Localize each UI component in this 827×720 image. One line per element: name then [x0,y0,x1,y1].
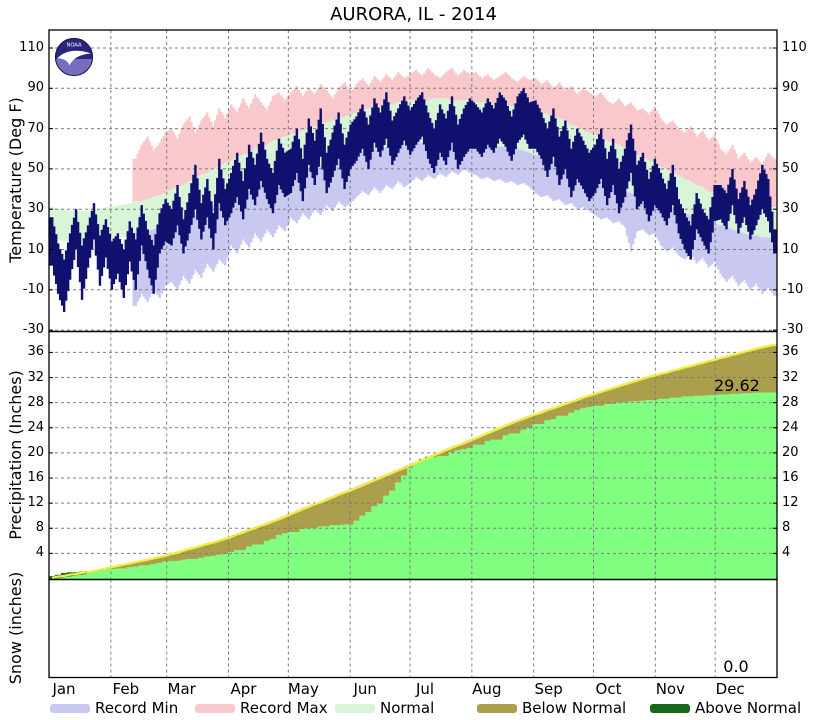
legend-item-record_min: Record Min [50,701,178,716]
temp-tick-label: 30 [27,201,44,217]
temp-tick-label: 70 [782,120,799,136]
month-label-may: May [287,680,319,698]
precip-tick-label: 4 [782,545,791,561]
precip-areas [49,344,778,580]
precip-tick-label: 20 [27,444,44,460]
precip-normal-line [51,343,777,579]
noaa-logo-text: NOAA [66,43,82,49]
temp-tick-label: 90 [782,80,799,96]
temp-tick-label: 10 [782,241,799,257]
temp-tick-label: 30 [782,201,799,217]
noaa-logo-icon: NOAA [54,37,94,77]
temp-tick-label: -30 [782,322,804,338]
month-label-feb: Feb [112,680,140,698]
record_max-swatch-icon [195,704,235,713]
temp-tick-label: -10 [782,281,804,297]
legend-item-above_normal: Above Normal [650,701,801,716]
precip-tick-label: 20 [782,444,799,460]
legend-item-normal: Normal [335,701,434,716]
snow-axis-title: Snow (inches) [6,571,25,685]
temp-tick-label: 110 [782,40,807,55]
below_normal-swatch-icon [477,704,517,713]
precip-tick-label: 28 [27,394,44,410]
legend-label: Record Max [240,699,328,717]
legend-item-below_normal: Below Normal [477,701,626,716]
precip-total-annotation: 29.62 [714,376,760,395]
precip-tick-label: 32 [27,369,44,385]
month-label-jun: Jun [353,680,377,698]
above_normal-swatch-icon [650,704,690,713]
legend-item-record_max: Record Max [195,701,328,716]
month-label-sep: Sep [534,680,563,698]
precip-tick-label: 16 [27,470,44,486]
temp-tick-label: 110 [19,40,44,55]
precip-tick-label: 16 [782,470,799,486]
precip-tick-label: 8 [35,520,44,536]
temp-tick-label: 50 [27,160,44,176]
gridlines [49,30,777,678]
legend-label: Below Normal [522,699,627,717]
month-label-nov: Nov [655,680,685,698]
temp-tick-label: -10 [22,281,44,297]
precip-tick-label: 36 [782,344,799,360]
legend-label: Above Normal [695,699,802,717]
month-label-jan: Jan [52,680,76,698]
precip-tick-label: 12 [782,495,799,511]
precip-tick-label: 24 [27,419,44,435]
precip-tick-label: 24 [782,419,799,435]
temp-daily-bars [49,88,778,312]
month-label-mar: Mar [167,680,196,698]
temp-tick-label: 10 [27,241,44,257]
month-label-jul: Jul [415,680,435,698]
temp-tick-label: 50 [782,160,799,176]
precip-tick-label: 8 [782,520,791,536]
month-label-apr: Apr [230,680,257,698]
legend-label: Normal [380,699,435,717]
precip-tick-label: 28 [782,394,799,410]
month-label-dec: Dec [715,680,745,698]
month-label-oct: Oct [595,680,622,698]
panel-borders [48,29,778,679]
temp-tick-label: 90 [27,80,44,96]
precip-tick-label: 4 [35,545,44,561]
legend-label: Record Min [95,699,179,717]
snow-total-annotation: 0.0 [723,657,749,676]
temp-tick-label: 70 [27,120,44,136]
temp-tick-label: -30 [22,322,44,338]
normal-swatch-icon [335,704,375,713]
precip-tick-label: 36 [27,344,44,360]
precip-tick-label: 12 [27,495,44,511]
month-label-aug: Aug [472,680,502,698]
page-title: AURORA, IL - 2014 [330,4,497,25]
record_min-swatch-icon [50,704,90,713]
precip-tick-label: 32 [782,369,799,385]
